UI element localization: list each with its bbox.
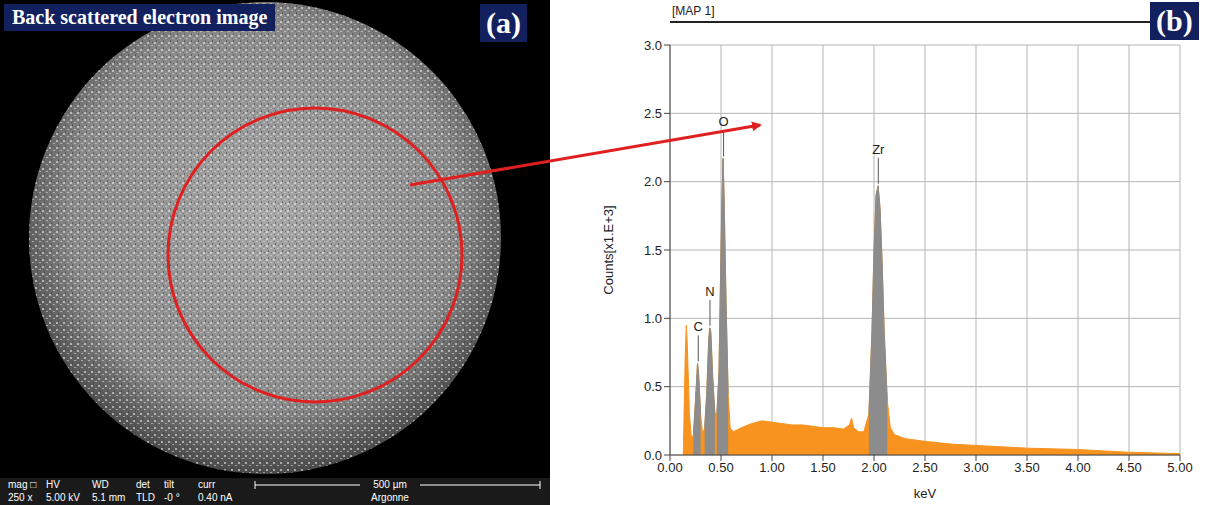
svg-text:2.00: 2.00 bbox=[861, 460, 886, 475]
html-text:mag □: mag □ bbox=[8, 479, 37, 490]
svg-text:Zr: Zr bbox=[872, 142, 885, 157]
svg-text:C: C bbox=[694, 319, 703, 334]
html-text:det: det bbox=[136, 479, 150, 490]
html-text:250 x: 250 x bbox=[8, 492, 33, 503]
html-text:5.1 mm: 5.1 mm bbox=[92, 492, 126, 503]
html-text:Back scattered electron image: Back scattered electron image bbox=[12, 6, 268, 28]
html-text:TLD: TLD bbox=[136, 492, 155, 503]
html-text:(b): (b) bbox=[1156, 4, 1193, 37]
html-text:HV: HV bbox=[46, 479, 60, 490]
svg-text:1.0: 1.0 bbox=[644, 311, 662, 326]
svg-text:3.0: 3.0 bbox=[644, 38, 662, 53]
html-text:0.40 nA: 0.40 nA bbox=[198, 492, 233, 503]
svg-text:4.00: 4.00 bbox=[1065, 460, 1090, 475]
svg-text:0.0: 0.0 bbox=[644, 448, 662, 463]
svg-text:N: N bbox=[705, 284, 714, 299]
html-text:curr: curr bbox=[198, 479, 216, 490]
svg-text:0.00: 0.00 bbox=[657, 460, 683, 476]
svg-text:5.00: 5.00 bbox=[1167, 460, 1192, 475]
svg-text:3.00: 3.00 bbox=[963, 460, 988, 475]
html-text:WD: WD bbox=[92, 479, 109, 490]
svg-text:keV: keV bbox=[914, 486, 937, 501]
svg-text:1.5: 1.5 bbox=[644, 243, 662, 258]
html-text:5.00 kV: 5.00 kV bbox=[46, 492, 80, 503]
html-text:(a): (a) bbox=[486, 6, 521, 39]
svg-text:Counts[x1.E+3]: Counts[x1.E+3] bbox=[601, 205, 616, 294]
html-text:tilt: tilt bbox=[164, 479, 174, 490]
svg-text:4.50: 4.50 bbox=[1116, 460, 1141, 475]
svg-text:O: O bbox=[718, 114, 728, 129]
svg-text:2.50: 2.50 bbox=[912, 460, 937, 475]
svg-text:0.5: 0.5 bbox=[644, 379, 662, 394]
svg-text:2.0: 2.0 bbox=[644, 174, 662, 189]
html-text:[MAP 1]: [MAP 1] bbox=[672, 4, 715, 18]
html-text:500 µm: 500 µm bbox=[373, 479, 407, 490]
svg-text:2.5: 2.5 bbox=[644, 106, 662, 121]
svg-text:1.00: 1.00 bbox=[759, 460, 784, 475]
html-text:-0 °: -0 ° bbox=[164, 492, 180, 503]
svg-text:1.50: 1.50 bbox=[810, 460, 835, 475]
svg-text:3.50: 3.50 bbox=[1014, 460, 1039, 475]
html-text:Argonne: Argonne bbox=[371, 492, 409, 503]
svg-text:0.50: 0.50 bbox=[708, 460, 733, 475]
